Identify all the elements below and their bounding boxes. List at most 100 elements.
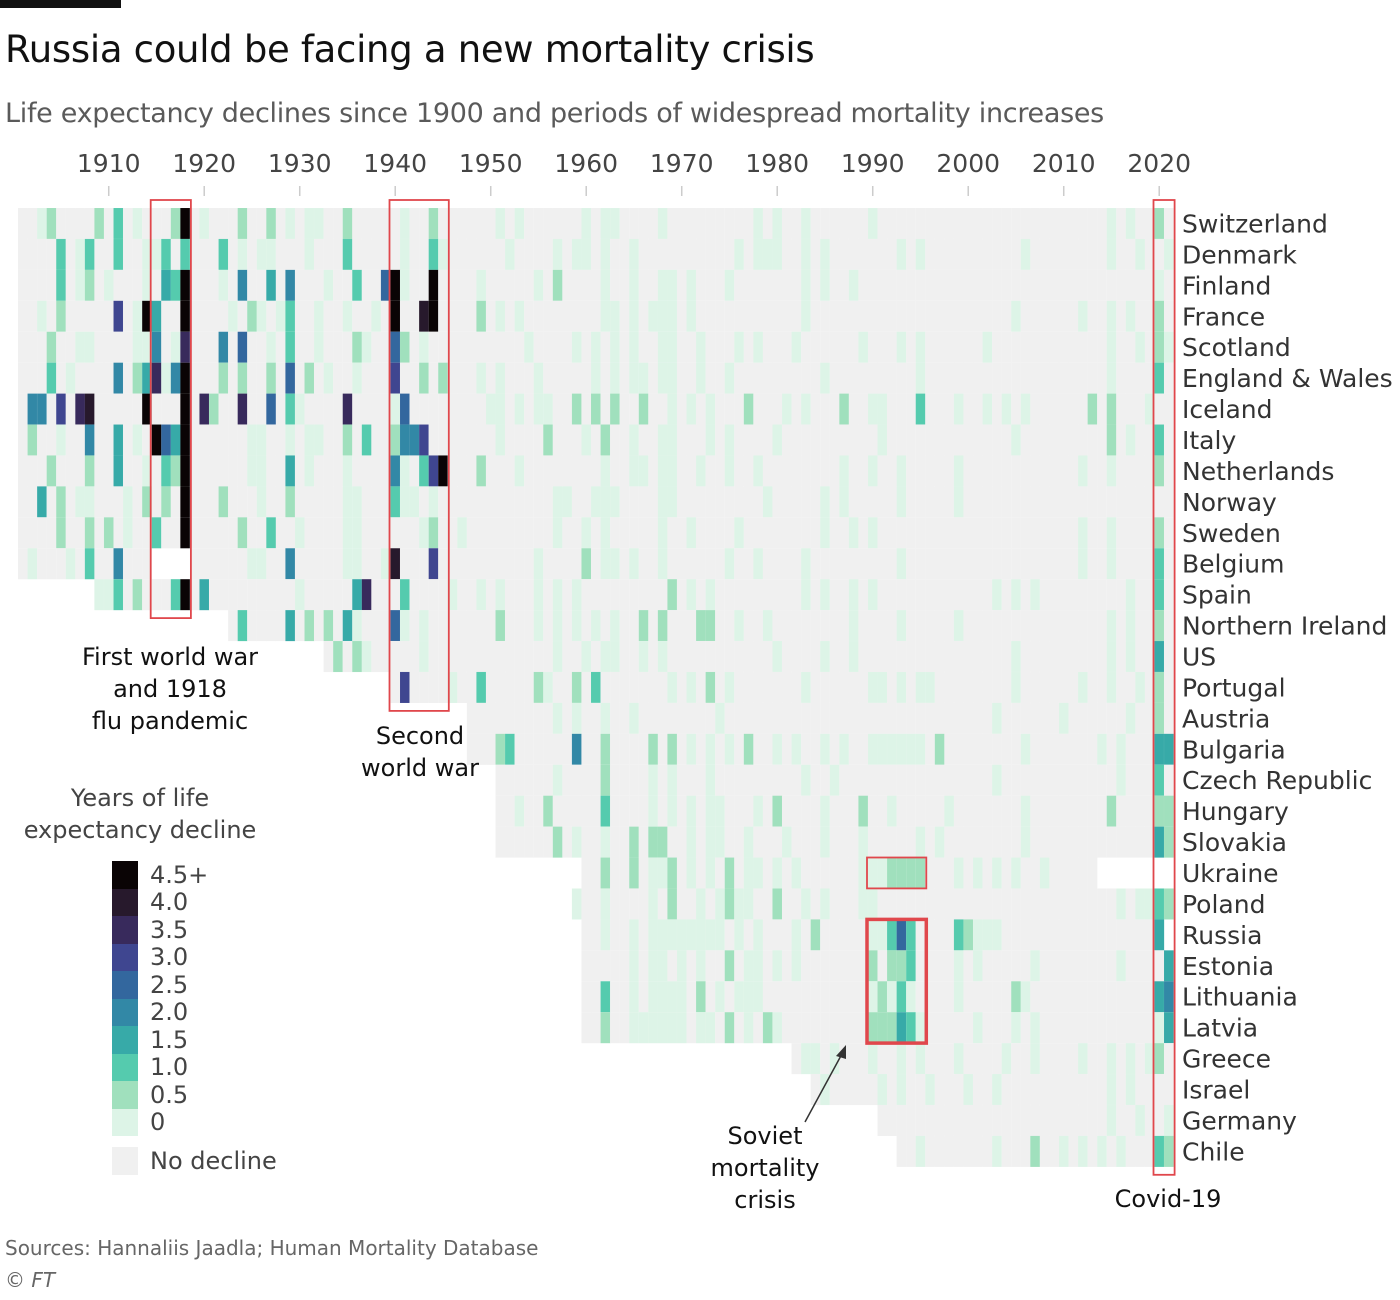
heatmap-cell xyxy=(122,393,133,425)
heatmap-cell xyxy=(1058,764,1069,796)
heatmap-cell xyxy=(1163,1042,1174,1075)
heatmap-cell xyxy=(46,238,57,271)
heatmap-cell xyxy=(609,702,620,735)
heatmap-cell xyxy=(571,795,582,827)
heatmap-cell xyxy=(1058,331,1069,363)
heatmap-cell xyxy=(361,548,372,580)
heatmap-cell xyxy=(65,300,76,333)
heatmap-cell xyxy=(562,640,573,673)
heatmap-cell xyxy=(638,919,649,951)
heatmap-cell xyxy=(676,238,687,271)
heatmap-cell xyxy=(504,393,515,425)
heatmap-cell xyxy=(1077,331,1088,363)
heatmap-cell xyxy=(629,300,640,333)
heatmap-cell xyxy=(1011,826,1022,858)
heatmap-cell xyxy=(886,1011,897,1044)
heatmap-cell xyxy=(695,826,706,858)
heatmap-cell xyxy=(714,919,726,951)
heatmap-cell xyxy=(877,238,888,271)
heatmap-cell xyxy=(925,455,936,487)
heatmap-cell xyxy=(934,857,945,889)
heatmap-cell xyxy=(848,609,859,642)
heatmap-cell xyxy=(991,764,1002,796)
heatmap-cell xyxy=(915,238,926,271)
heatmap-cell xyxy=(313,424,324,456)
heatmap-cell xyxy=(867,671,878,704)
heatmap-cell xyxy=(352,548,363,580)
row-label: Northern Ireland xyxy=(1182,612,1387,641)
heatmap-cell xyxy=(1001,1042,1012,1075)
heatmap-cell xyxy=(523,609,535,642)
heatmap-cell xyxy=(399,331,410,363)
heatmap-cell xyxy=(705,826,716,858)
heatmap-cell xyxy=(820,671,831,704)
heatmap-cell xyxy=(1116,733,1127,766)
heatmap-cell xyxy=(590,578,601,611)
heatmap-cell xyxy=(36,331,47,363)
heatmap-cell xyxy=(896,981,907,1013)
heatmap-cell xyxy=(886,362,897,394)
heatmap-cell xyxy=(972,826,983,858)
heatmap-cell xyxy=(418,671,430,704)
heatmap-cell xyxy=(886,300,897,333)
heatmap-cell xyxy=(428,455,439,487)
legend-swatch xyxy=(112,1108,138,1136)
heatmap-cell xyxy=(581,609,592,642)
heatmap-cell xyxy=(953,548,964,580)
heatmap-cell xyxy=(428,578,439,611)
heatmap-cell xyxy=(1106,919,1117,951)
heatmap-cell xyxy=(657,857,668,889)
heatmap-cell xyxy=(1030,795,1041,827)
heatmap-cell xyxy=(1154,424,1165,456)
highlight-boxes xyxy=(149,199,1176,1176)
heatmap-cell xyxy=(991,640,1002,673)
heatmap-cell xyxy=(65,362,76,394)
heatmap-cell xyxy=(839,609,850,642)
heatmap-cell xyxy=(1030,393,1041,425)
legend-label: 4.5+ xyxy=(150,860,209,889)
heatmap-cell xyxy=(399,393,410,425)
heatmap-cell xyxy=(342,269,353,302)
heatmap-cell xyxy=(84,207,95,240)
heatmap-cell xyxy=(352,424,363,456)
heatmap-cell xyxy=(648,857,659,889)
heatmap-cell xyxy=(151,238,162,271)
heatmap-cell xyxy=(1049,269,1060,302)
heatmap-cell xyxy=(905,548,917,580)
heatmap-cell xyxy=(1001,578,1012,611)
heatmap-cell xyxy=(982,1011,993,1044)
heatmap-cell xyxy=(714,764,726,796)
heatmap-cell xyxy=(342,238,353,271)
heatmap-cell xyxy=(886,1042,897,1075)
heatmap-cell xyxy=(495,424,506,456)
heatmap-cell xyxy=(457,393,468,425)
heatmap-cell xyxy=(791,238,802,271)
heatmap-cell xyxy=(27,238,38,271)
heatmap-cell xyxy=(323,548,334,580)
heatmap-cell xyxy=(686,331,697,363)
heatmap-cell xyxy=(743,1011,754,1044)
heatmap-cell xyxy=(1163,269,1174,302)
heatmap-cell xyxy=(1125,548,1136,580)
heatmap-cell xyxy=(800,795,811,827)
heatmap-cell xyxy=(734,919,745,951)
heatmap-cell xyxy=(915,1011,926,1044)
heatmap-cell xyxy=(753,300,764,333)
heatmap-cell xyxy=(1125,1073,1136,1106)
heatmap-cell xyxy=(800,207,811,240)
heatmap-cell xyxy=(915,919,926,951)
heatmap-cell xyxy=(963,733,974,766)
heatmap-cell xyxy=(523,269,535,302)
heatmap-cell xyxy=(743,393,754,425)
row-label: Italy xyxy=(1182,426,1236,455)
heatmap-cell xyxy=(1106,981,1117,1013)
heatmap-cell xyxy=(953,671,964,704)
annotation-line: First world war xyxy=(81,643,259,671)
heatmap-cell xyxy=(953,981,964,1013)
heatmap-cell xyxy=(982,362,993,394)
heatmap-cell xyxy=(1106,1042,1117,1075)
heatmap-cell xyxy=(390,207,401,240)
row-label: Belgium xyxy=(1182,550,1285,579)
annotation-line: mortality xyxy=(710,1154,820,1182)
heatmap-cell xyxy=(1096,919,1108,951)
